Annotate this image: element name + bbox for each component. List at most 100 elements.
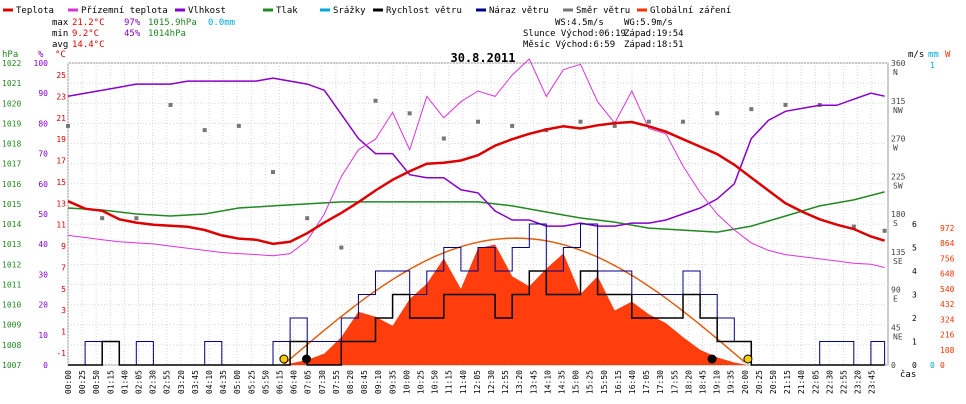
legend-entry: Globální záření (650, 6, 731, 16)
radiation-tick: 0 (940, 361, 945, 370)
stat-avg-label: avg (52, 40, 68, 50)
x-tick-label: 10:25 (417, 370, 426, 394)
x-tick-label: 04:10 (205, 370, 214, 394)
x-tick-label: 22:05 (811, 370, 820, 394)
direction-label: NE (893, 332, 903, 341)
direction-label: N (893, 68, 898, 77)
x-tick-label: 03:45 (191, 370, 200, 394)
x-tick-label: 03:20 (177, 370, 186, 394)
pressure-tick: 1019 (2, 119, 21, 128)
x-tick-label: 16:15 (614, 370, 623, 394)
radiation-tick: 108 (940, 346, 955, 355)
wind-direction-point (134, 216, 139, 221)
x-tick-label: 00:50 (92, 370, 101, 394)
humidity-tick: 20 (38, 301, 48, 310)
stats-block: max 21.2°C 97% 1015.9hPa 0.0mm min 9.2°C… (52, 18, 235, 50)
moon-set: Západ:18:51 (624, 40, 684, 50)
x-tick-label: 02:05 (135, 370, 144, 394)
direction-label: NW (893, 106, 903, 115)
x-tick-label: 23:20 (854, 370, 863, 394)
wind-direction-point (168, 102, 173, 107)
series-ground-temperature (67, 58, 885, 268)
direction-tick: 225 (891, 172, 906, 181)
wind-direction-point (783, 102, 788, 107)
x-tick-label: 15:50 (600, 370, 609, 394)
x-tick-label: 12:55 (501, 370, 510, 394)
wind-tick: 4 (912, 267, 917, 276)
stat-avg-temp: 14.4°C (72, 40, 105, 50)
x-tick-label: 07:55 (332, 370, 341, 394)
x-tick-label: 11:15 (445, 370, 454, 394)
temperature-tick: 21 (56, 114, 66, 123)
x-tick-label: 14:35 (558, 370, 567, 394)
stat-max-temp: 21.2°C (72, 18, 105, 28)
direction-tick: 90 (891, 286, 901, 295)
x-tick-label: 15:25 (586, 370, 595, 394)
direction-label: SW (893, 181, 903, 190)
legend-entry: Přízemní teplota (81, 6, 168, 16)
x-tick-label: 01:15 (106, 370, 115, 394)
x-tick-label: 08:20 (346, 370, 355, 394)
wind-direction-point (100, 216, 105, 221)
unit-mm: mm (928, 50, 939, 60)
pressure-tick: 1016 (2, 180, 21, 189)
direction-tick: 45 (891, 323, 901, 332)
humidity-tick: 60 (38, 180, 48, 189)
x-tick-label: 17:30 (656, 370, 665, 394)
xaxis-label: čas (900, 369, 916, 380)
x-tick-label: 20:25 (755, 370, 764, 394)
temperature-tick: 11 (56, 221, 66, 230)
temperature-tick: 15 (56, 178, 66, 187)
axis-ticks: 1022102110201019101810171016101510141013… (2, 59, 955, 370)
pressure-tick: 1021 (2, 79, 21, 88)
direction-tick: 360 (891, 59, 906, 68)
pressure-tick: 1011 (2, 280, 21, 289)
legend: Teplota Přízemní teplota Vlhkost Tlak Srážky… (3, 6, 731, 16)
radiation-tick: 648 (940, 270, 955, 279)
stat-max-rain: 0.0mm (208, 18, 235, 28)
x-tick-label: 18:45 (699, 370, 708, 394)
direction-tick: 270 (891, 135, 906, 144)
x-tick-label: 19:35 (727, 370, 736, 394)
wind-tick: 3 (912, 291, 917, 300)
unit-pct: % (38, 50, 44, 60)
wind-direction-point (339, 245, 344, 250)
x-tick-label: 07:30 (318, 370, 327, 394)
wind-direction-point (66, 123, 70, 128)
wind-direction-point (236, 123, 241, 128)
direction-label: W (893, 144, 898, 153)
radiation-tick: 864 (940, 239, 955, 248)
unit-w: W (945, 50, 951, 60)
axis-unit-labels: hPa % °C m/s mm W čas (2, 50, 951, 380)
x-tick-label: 18:20 (684, 370, 693, 394)
temperature-tick: 1 (61, 328, 66, 337)
stat-max-label: max (52, 18, 69, 28)
radiation-tick: 756 (940, 254, 955, 263)
unit-ms: m/s (908, 50, 924, 60)
x-axis-ticks: 00:00 00:25 00:50 01:15 01:40 02:05 02:30 02:55… (64, 370, 877, 394)
legend-entry: Směr větru (576, 6, 630, 16)
x-tick-label: 10:00 (402, 370, 411, 394)
humidity-tick: 80 (38, 119, 48, 128)
pressure-tick: 1020 (2, 99, 21, 108)
x-tick-label: 05:00 (233, 370, 242, 394)
humidity-tick: 10 (38, 331, 48, 340)
x-tick-label: 11:40 (459, 370, 468, 394)
wind-direction-point (305, 216, 310, 221)
temperature-tick: 7 (61, 263, 66, 272)
x-tick-label: 10:50 (431, 370, 440, 394)
stat-min-press: 1014hPa (148, 29, 186, 39)
series-radiation (283, 244, 748, 365)
sun-markers (279, 354, 753, 364)
wind-tick: 6 (912, 220, 917, 229)
wind-tick: 2 (912, 314, 917, 323)
legend-entry: Náraz větru (489, 6, 549, 16)
x-tick-label: 17:05 (642, 370, 651, 394)
x-tick-label: 12:05 (473, 370, 482, 394)
wind-direction-point (407, 111, 412, 116)
pressure-tick: 1008 (2, 341, 21, 350)
pressure-tick: 1017 (2, 160, 21, 169)
series-temperature (67, 120, 885, 246)
x-tick-label: 17:55 (670, 370, 679, 394)
x-tick-label: 13:20 (515, 370, 524, 394)
